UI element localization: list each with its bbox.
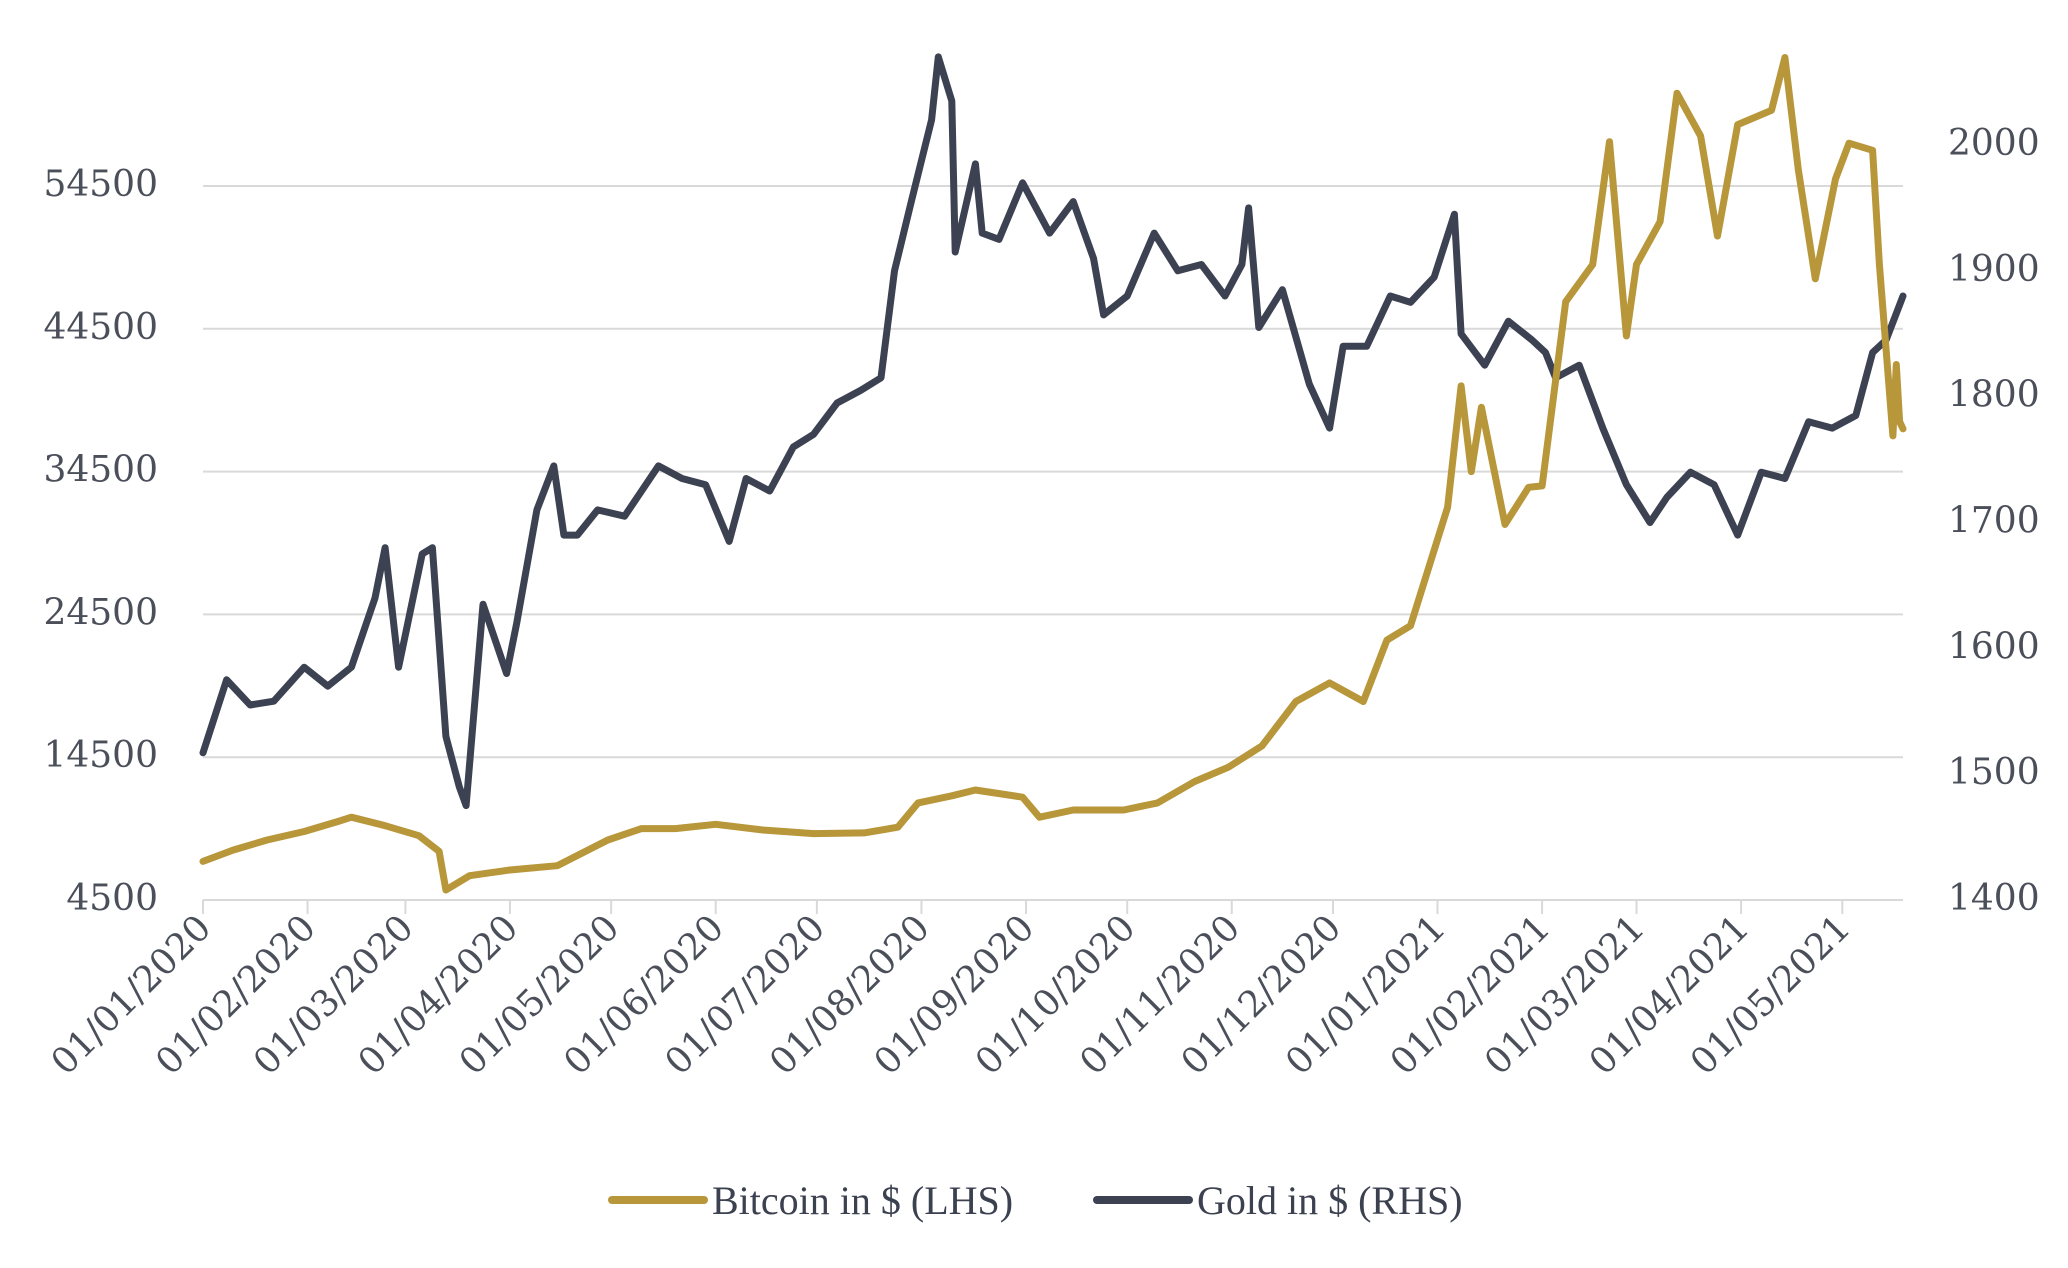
legend: Bitcoin in $ (LHS) Gold in $ (RHS) [608,1178,1463,1223]
series-lines [199,53,1907,894]
right-y-tick-label: 1900 [1948,249,2040,290]
left-y-tick-label: 14500 [43,735,158,776]
left-y-tick-label: 4500 [66,878,158,919]
right-y-tick-label: 1800 [1948,375,2040,416]
right-axis: 1400 1500 1600 1700 1800 1900 2000 [1948,123,2040,919]
legend-label: Gold in $ (RHS) [1197,1178,1463,1223]
right-y-tick-label: 1600 [1948,626,2040,667]
left-y-tick-label: 54500 [43,164,158,205]
bitcoin-series-line [199,54,1907,894]
right-y-tick-label: 1400 [1948,878,2040,919]
left-axis: 4500 14500 24500 34500 44500 54500 [43,164,158,919]
right-y-tick-label: 1700 [1948,501,2040,542]
left-y-tick-label: 34500 [43,450,158,491]
left-y-tick-label: 24500 [43,592,158,633]
left-y-tick-label: 44500 [43,307,158,348]
gold-series-line [199,53,1907,810]
x-axis: 01/01/202001/02/202001/03/202001/04/2020… [44,900,1859,1083]
right-y-tick-label: 2000 [1948,123,2040,164]
legend-label: Bitcoin in $ (LHS) [712,1178,1013,1223]
right-y-tick-label: 1500 [1948,752,2040,793]
